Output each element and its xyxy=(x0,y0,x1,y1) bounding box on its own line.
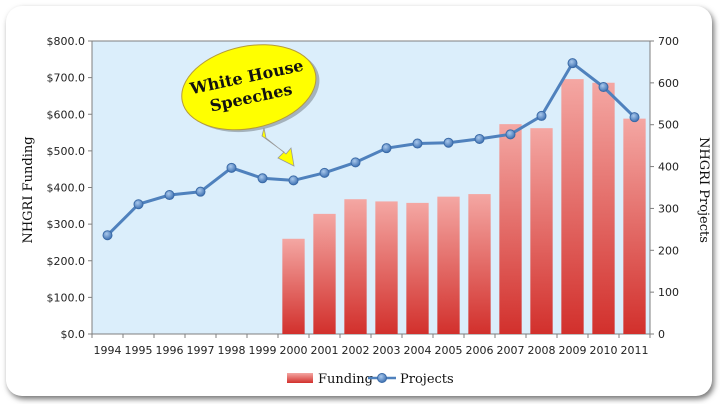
x-tick-label: 1999 xyxy=(249,344,277,357)
x-tick-label: 2007 xyxy=(497,344,525,357)
x-tick-label: 2004 xyxy=(404,344,432,357)
callout-ellipse xyxy=(181,44,317,131)
left-tick-label: $600.0 xyxy=(47,108,86,121)
funding-bar xyxy=(468,194,491,334)
x-tick-label: 2009 xyxy=(559,344,587,357)
x-tick-label: 2010 xyxy=(590,344,618,357)
legend: Funding Projects xyxy=(287,372,454,387)
projects-point xyxy=(102,230,113,241)
funding-bar xyxy=(623,118,646,335)
x-tick-label: 2001 xyxy=(311,344,339,357)
projects-point xyxy=(474,133,485,144)
x-tick-label: 2000 xyxy=(280,344,308,357)
projects-points xyxy=(102,58,640,241)
x-tick-label: 1994 xyxy=(94,344,122,357)
x-tick-label: 2003 xyxy=(373,344,401,357)
funding-bar xyxy=(406,202,429,334)
white-house-callout: White House Speeches xyxy=(181,44,320,167)
funding-bar xyxy=(437,196,460,334)
funding-bar xyxy=(375,201,398,334)
projects-point xyxy=(257,173,268,184)
right-axis: 0 100 200 300 400 500 600 700 xyxy=(650,35,679,341)
projects-point xyxy=(164,190,175,201)
right-tick-label: 0 xyxy=(658,328,665,341)
projects-point xyxy=(288,175,299,186)
projects-point xyxy=(195,186,206,197)
funding-bar xyxy=(313,213,336,334)
projects-point xyxy=(381,143,392,154)
funding-bar xyxy=(499,124,522,334)
funding-bar xyxy=(530,128,553,334)
left-tick-label: $800.0 xyxy=(47,35,86,48)
legend-funding-label: Funding xyxy=(318,372,373,387)
right-tick-label: 300 xyxy=(658,202,679,215)
funding-bar xyxy=(344,199,367,334)
projects-point xyxy=(226,162,237,173)
right-tick-label: 600 xyxy=(658,77,679,90)
left-tick-label: $300.0 xyxy=(47,218,86,231)
projects-point xyxy=(567,58,578,69)
x-tick-label: 1996 xyxy=(156,344,184,357)
projects-line xyxy=(106,61,636,237)
x-tick-label: 2005 xyxy=(435,344,463,357)
left-tick-label: $500.0 xyxy=(47,145,86,158)
legend-projects-label: Projects xyxy=(400,372,454,387)
legend-funding-swatch xyxy=(287,373,313,383)
x-tick-label: 2011 xyxy=(621,344,649,357)
projects-point xyxy=(133,199,144,210)
funding-bar xyxy=(561,79,584,334)
right-tick-label: 200 xyxy=(658,244,679,257)
right-tick-label: 400 xyxy=(658,161,679,174)
funding-bar xyxy=(592,82,615,334)
x-tick-label: 2008 xyxy=(528,344,556,357)
projects-point xyxy=(443,137,454,148)
x-axis: 1994 1995 1996 1997 1998 1999 2000 2001 2002 2003… xyxy=(91,334,651,357)
funding-bars xyxy=(282,79,646,335)
projects-point xyxy=(505,129,516,140)
projects-point xyxy=(598,82,609,93)
left-tick-label: $200.0 xyxy=(47,255,86,268)
legend-projects-marker xyxy=(377,373,387,383)
x-tick-label: 2002 xyxy=(342,344,370,357)
left-tick-label: $0.0 xyxy=(61,328,86,341)
right-tick-label: 700 xyxy=(658,35,679,48)
projects-point xyxy=(536,110,547,121)
right-tick-label: 100 xyxy=(658,286,679,299)
x-tick-label: 1995 xyxy=(125,344,153,357)
left-tick-label: $700.0 xyxy=(47,72,86,85)
projects-point xyxy=(319,167,330,178)
projects-point xyxy=(629,112,640,123)
x-tick-label: 1998 xyxy=(218,344,246,357)
x-tick-label: 2006 xyxy=(466,344,494,357)
y-axis-title-right: NHGRI Projects xyxy=(696,137,711,243)
projects-point xyxy=(350,157,361,168)
left-axis: $0.0 $100.0 $200.0 $300.0 $400.0 $500.0 $600.0… xyxy=(47,35,92,341)
left-tick-label: $400.0 xyxy=(47,182,86,195)
x-tick-label: 1997 xyxy=(187,344,215,357)
projects-point xyxy=(412,138,423,149)
right-tick-label: 500 xyxy=(658,119,679,132)
callout-arrow xyxy=(261,127,295,167)
funding-bar xyxy=(282,238,305,334)
left-tick-label: $100.0 xyxy=(47,291,86,304)
y-axis-title-left: NHGRI Funding xyxy=(21,136,36,243)
